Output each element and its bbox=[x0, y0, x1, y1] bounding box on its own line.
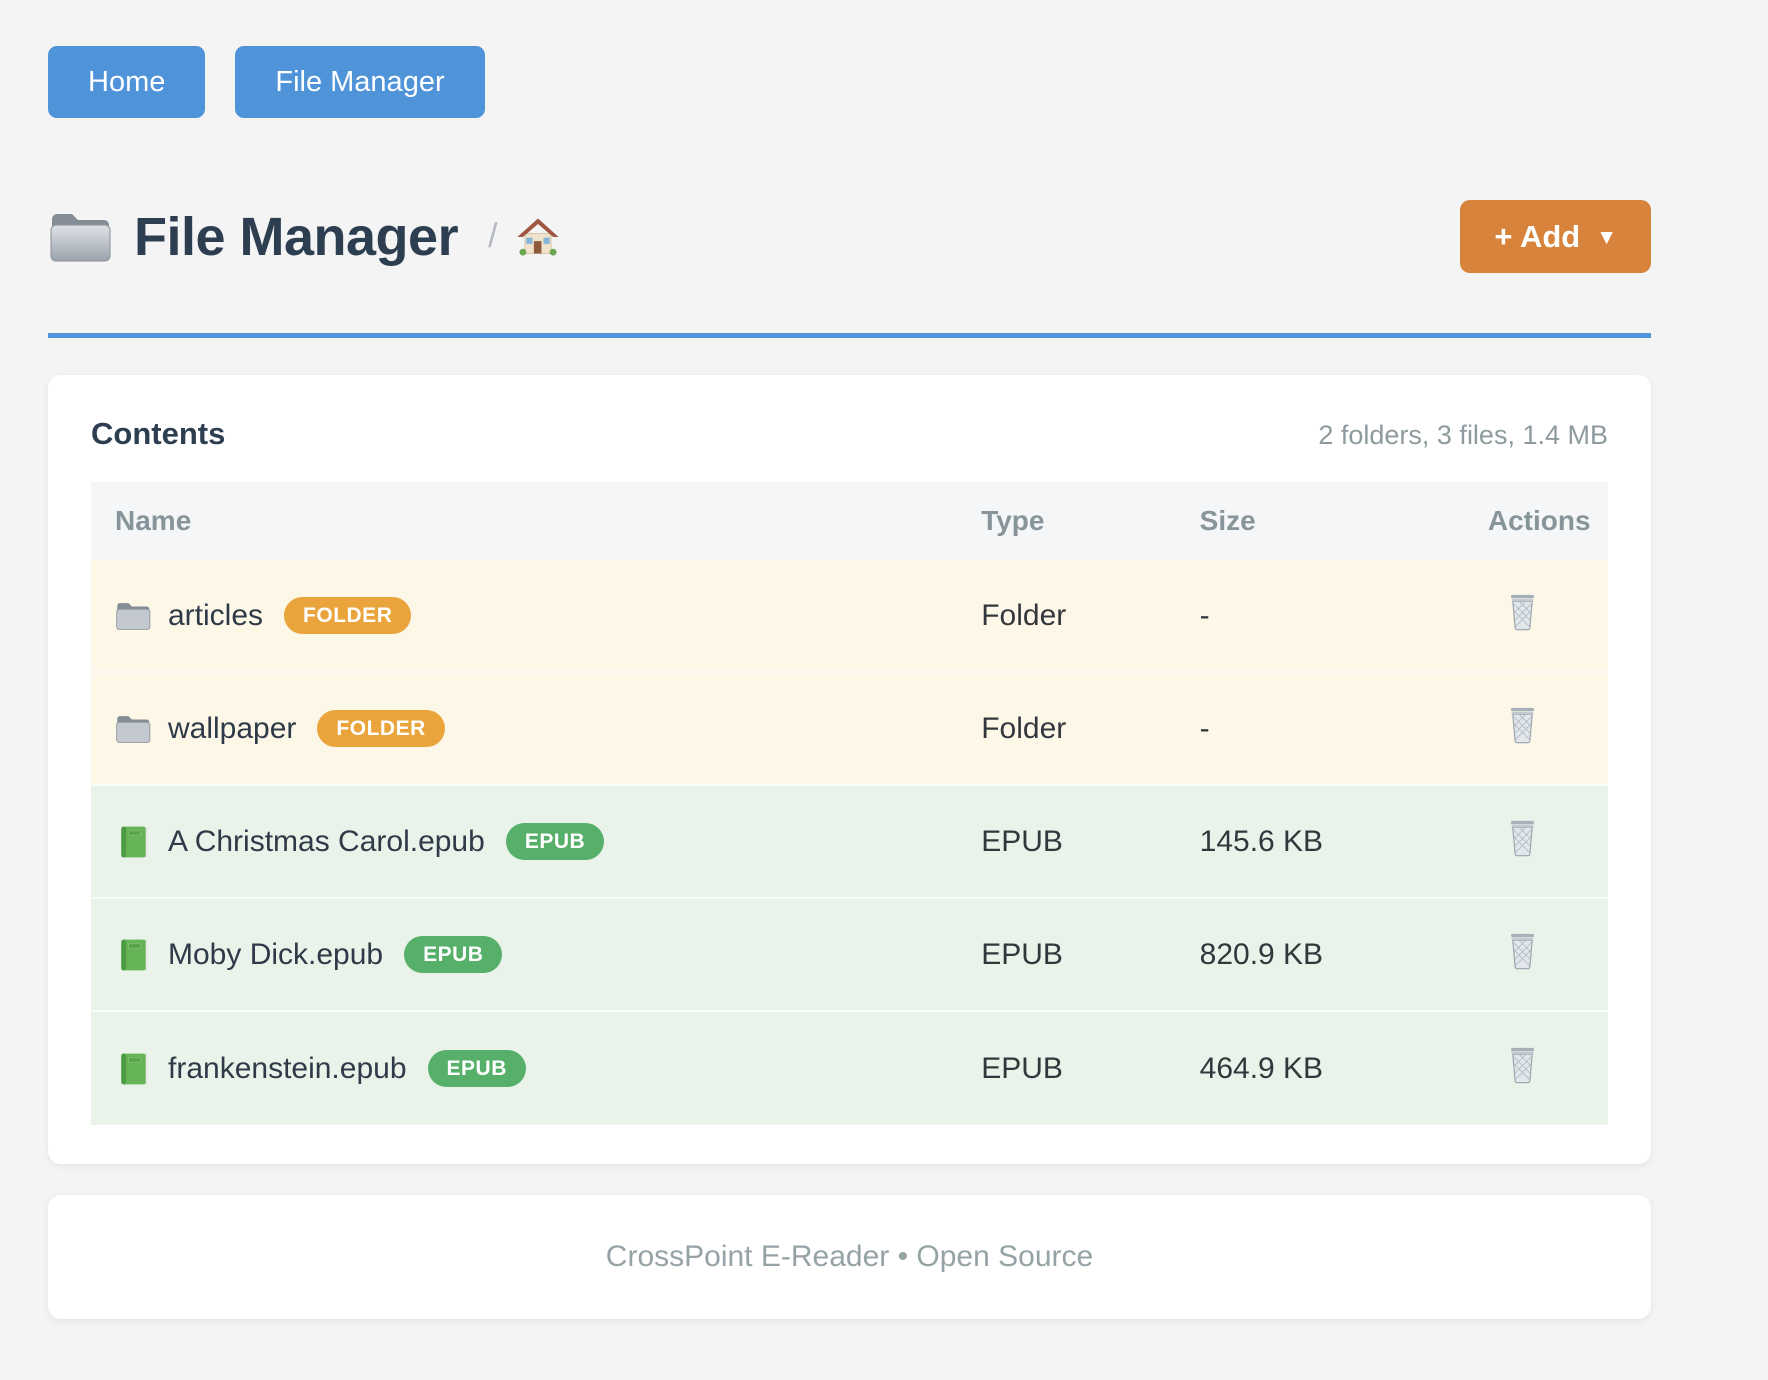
trash-icon bbox=[1504, 931, 1541, 974]
contents-card-header: Contents 2 folders, 3 files, 1.4 MB bbox=[91, 416, 1608, 452]
column-header-size: Size bbox=[1199, 505, 1256, 536]
page-content: Home File Manager File Manager / bbox=[48, 46, 1651, 1319]
column-header-actions: Actions bbox=[1487, 505, 1591, 536]
delete-button[interactable] bbox=[1504, 705, 1541, 748]
actions-cell bbox=[1464, 931, 1608, 979]
delete-button[interactable] bbox=[1504, 818, 1541, 861]
name-cell: wallpaper FOLDER bbox=[91, 710, 957, 747]
row-name[interactable]: frankenstein.epub bbox=[168, 1051, 407, 1085]
file-table: Name Type Size Actions articles FOLDER F… bbox=[91, 482, 1608, 1125]
file-table-body: articles FOLDER Folder - bbox=[91, 560, 1608, 1125]
delete-button[interactable] bbox=[1504, 592, 1541, 635]
row-name[interactable]: articles bbox=[168, 598, 264, 632]
actions-cell bbox=[1464, 1045, 1608, 1093]
delete-button[interactable] bbox=[1504, 931, 1541, 974]
add-button[interactable]: + Add ▼ bbox=[1460, 200, 1651, 273]
actions-cell bbox=[1464, 818, 1608, 866]
table-row: A Christmas Carol.epub EPUB EPUB 145.6 K… bbox=[91, 786, 1608, 899]
file-manager-button[interactable]: File Manager bbox=[235, 46, 485, 118]
column-header-type: Type bbox=[981, 505, 1045, 536]
name-cell: A Christmas Carol.epub EPUB bbox=[91, 823, 957, 860]
actions-cell bbox=[1464, 592, 1608, 640]
table-row: articles FOLDER Folder - bbox=[91, 560, 1608, 673]
name-cell: frankenstein.epub EPUB bbox=[91, 1050, 957, 1087]
table-row: frankenstein.epub EPUB EPUB 464.9 KB bbox=[91, 1012, 1608, 1125]
actions-cell bbox=[1464, 705, 1608, 753]
caret-down-icon: ▼ bbox=[1596, 225, 1617, 249]
contents-card: Contents 2 folders, 3 files, 1.4 MB Name… bbox=[48, 375, 1651, 1164]
row-size: - bbox=[1199, 598, 1210, 632]
page-header: File Manager / + Add ▼ bbox=[48, 200, 1651, 273]
row-type: EPUB bbox=[981, 937, 1063, 971]
contents-summary: 2 folders, 3 files, 1.4 MB bbox=[1318, 420, 1608, 450]
trash-icon bbox=[1504, 592, 1541, 635]
name-cell: articles FOLDER bbox=[91, 597, 957, 634]
header-divider bbox=[48, 333, 1651, 338]
delete-button[interactable] bbox=[1504, 1045, 1541, 1088]
row-size: 464.9 KB bbox=[1199, 1051, 1324, 1085]
row-size: 820.9 KB bbox=[1199, 937, 1324, 971]
row-badge: FOLDER bbox=[317, 710, 445, 747]
trash-icon bbox=[1504, 705, 1541, 748]
row-name[interactable]: wallpaper bbox=[168, 711, 297, 745]
name-cell: Moby Dick.epub EPUB bbox=[91, 936, 957, 973]
book-icon bbox=[115, 938, 151, 972]
page-title: File Manager bbox=[134, 206, 459, 267]
row-type: EPUB bbox=[981, 1051, 1063, 1085]
row-type: Folder bbox=[981, 711, 1067, 745]
row-type: EPUB bbox=[981, 824, 1063, 858]
row-badge: FOLDER bbox=[284, 597, 412, 634]
column-header-name: Name bbox=[115, 505, 192, 536]
book-icon bbox=[115, 825, 151, 859]
table-row: wallpaper FOLDER Folder - bbox=[91, 673, 1608, 786]
home-icon[interactable] bbox=[516, 215, 560, 259]
row-size: 145.6 KB bbox=[1199, 824, 1324, 858]
row-name[interactable]: Moby Dick.epub bbox=[168, 937, 384, 971]
title-group: File Manager / bbox=[48, 206, 560, 268]
row-type: Folder bbox=[981, 598, 1067, 632]
add-button-label: + Add bbox=[1494, 218, 1581, 254]
home-button[interactable]: Home bbox=[48, 46, 206, 118]
table-row: Moby Dick.epub EPUB EPUB 820.9 KB bbox=[91, 899, 1608, 1012]
footer-text: CrossPoint E-Reader • Open Source bbox=[605, 1240, 1094, 1273]
folder-icon bbox=[115, 712, 151, 746]
row-size: - bbox=[1199, 711, 1210, 745]
breadcrumb-separator: / bbox=[488, 217, 498, 255]
row-badge: EPUB bbox=[404, 936, 503, 973]
folder-icon bbox=[115, 599, 151, 633]
trash-icon bbox=[1504, 1045, 1541, 1088]
footer: CrossPoint E-Reader • Open Source bbox=[48, 1195, 1651, 1319]
top-nav: Home File Manager bbox=[48, 46, 1651, 118]
book-icon bbox=[115, 1052, 151, 1086]
row-name[interactable]: A Christmas Carol.epub bbox=[168, 824, 485, 858]
row-badge: EPUB bbox=[505, 823, 605, 860]
table-header-row: Name Type Size Actions bbox=[91, 482, 1608, 560]
contents-title: Contents bbox=[91, 416, 226, 451]
row-badge: EPUB bbox=[427, 1050, 526, 1087]
folder-icon bbox=[48, 209, 112, 265]
trash-icon bbox=[1504, 818, 1541, 861]
